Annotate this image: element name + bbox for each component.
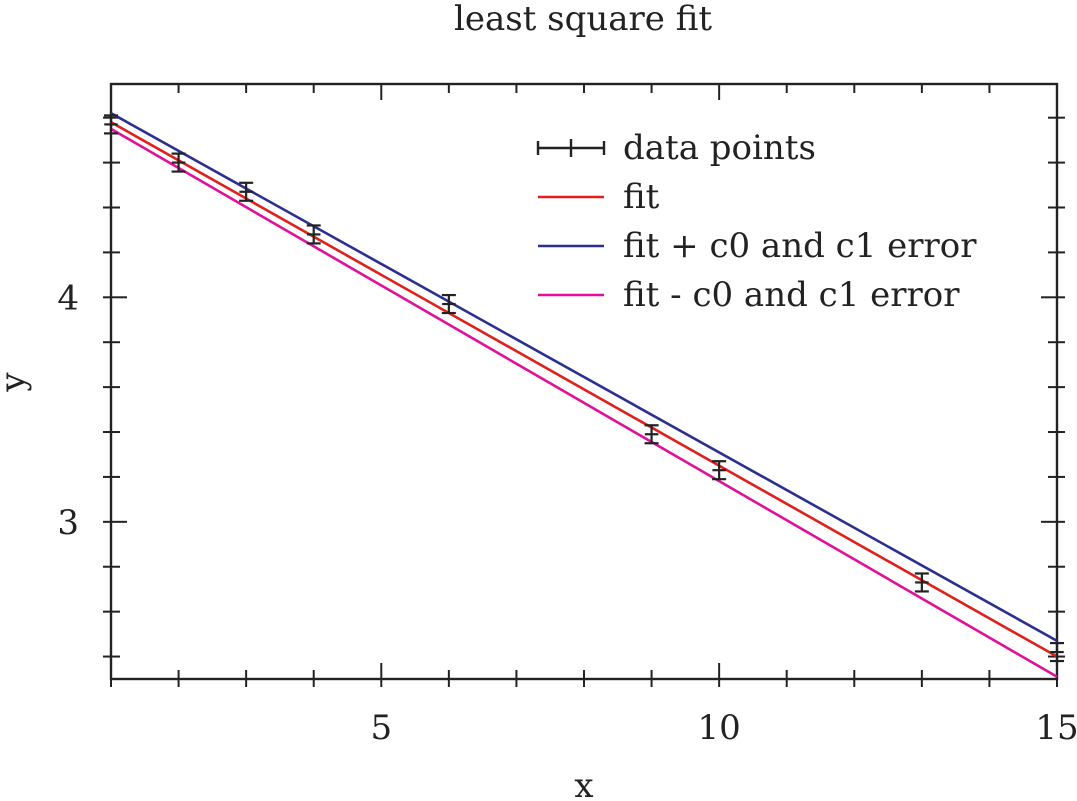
data-point (441, 293, 456, 315)
plot-border (109, 82, 1059, 681)
x-tick-label: 5 (370, 708, 392, 748)
legend-item: data points (536, 128, 816, 168)
legend: data points fit fit + c0 and c1 error fit -… (536, 128, 977, 315)
legend-label: fit + c0 and c1 error (623, 226, 977, 266)
series-line (110, 127, 1058, 678)
legend-label: data points (623, 128, 816, 168)
plot-frame (109, 82, 1059, 681)
legend-item: fit + c0 and c1 error (538, 226, 977, 266)
legend-label: fit - c0 and c1 error (623, 275, 960, 315)
data-point (104, 114, 118, 135)
x-axis-label: x (574, 766, 593, 801)
data-point (914, 572, 929, 593)
y-tick-label: 3 (57, 503, 79, 543)
legend-label: fit (623, 177, 660, 217)
x-tick-label: 10 (698, 708, 741, 748)
series-line (110, 121, 1058, 658)
legend-item: fit - c0 and c1 error (538, 275, 960, 315)
axis-ticks (103, 84, 1065, 687)
data-point (712, 460, 727, 481)
y-axis-label: y (0, 372, 33, 393)
legend-item: fit (538, 177, 660, 217)
data-point (171, 152, 186, 173)
data-point (644, 424, 659, 445)
chart-title: least square fit (454, 0, 712, 39)
data-point (239, 181, 254, 202)
data-point (306, 224, 321, 245)
y-tick-label: 4 (57, 278, 79, 318)
tick-labels: 5 10 15 3 4 (57, 278, 1077, 748)
x-tick-label: 15 (1035, 708, 1077, 748)
series-line (110, 112, 1058, 642)
data-point (1050, 641, 1064, 663)
series-layer (104, 112, 1064, 678)
